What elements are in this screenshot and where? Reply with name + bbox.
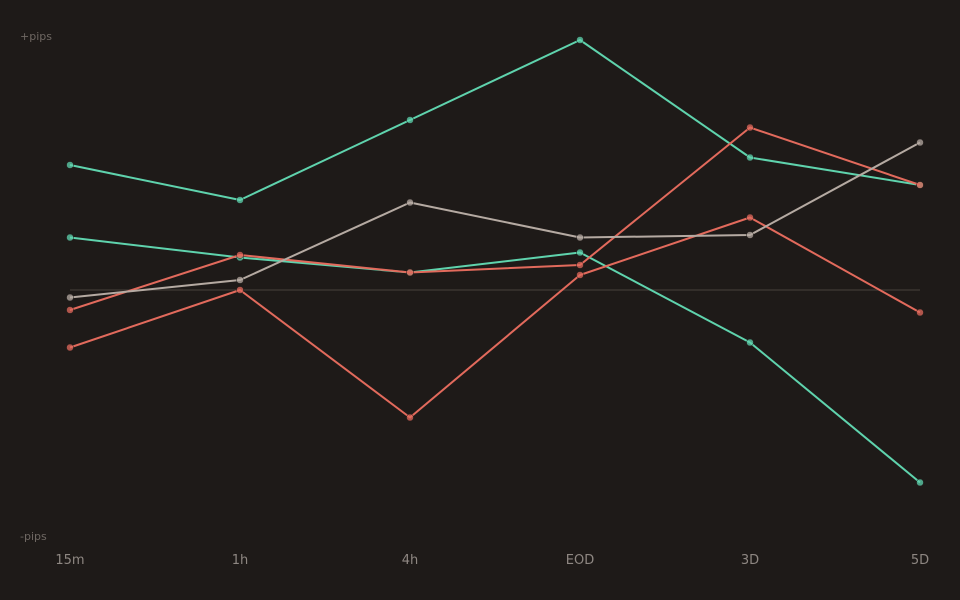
data-point[interactable]: [746, 123, 754, 132]
data-point[interactable]: [406, 413, 414, 422]
x-tick-label: 1h: [232, 553, 249, 568]
data-point[interactable]: [66, 233, 74, 242]
data-point[interactable]: [746, 153, 754, 162]
data-point[interactable]: [576, 271, 584, 279]
data-point[interactable]: [746, 213, 754, 222]
x-tick-label: 4h: [402, 553, 419, 568]
data-point[interactable]: [576, 248, 584, 257]
y-axis-bottom-label: -pips: [20, 530, 47, 543]
data-point[interactable]: [406, 116, 414, 124]
data-point[interactable]: [66, 343, 74, 352]
data-point[interactable]: [236, 286, 244, 294]
series-line: [69, 141, 921, 299]
series-3: [66, 123, 924, 314]
data-point[interactable]: [746, 231, 754, 239]
data-point[interactable]: [406, 268, 414, 277]
x-tick-label: 5D: [911, 553, 929, 568]
series-1: [66, 36, 924, 204]
series-line: [69, 39, 921, 201]
x-tick-label: 3D: [741, 553, 759, 568]
data-point[interactable]: [576, 36, 584, 44]
series-4: [66, 213, 924, 422]
data-point[interactable]: [236, 276, 244, 284]
data-point[interactable]: [746, 338, 754, 347]
series-line: [69, 236, 921, 484]
series-2: [66, 233, 924, 487]
data-point[interactable]: [236, 251, 244, 259]
x-tick-label: 15m: [55, 553, 84, 568]
data-point[interactable]: [576, 233, 584, 242]
data-point[interactable]: [66, 293, 74, 302]
data-point[interactable]: [916, 478, 924, 487]
data-point[interactable]: [406, 198, 414, 207]
data-point[interactable]: [576, 261, 584, 269]
series-line: [69, 216, 921, 419]
data-point[interactable]: [66, 161, 74, 169]
data-point[interactable]: [66, 306, 74, 314]
y-axis-top-label: +pips: [20, 30, 52, 43]
series-line: [69, 126, 921, 311]
data-point[interactable]: [916, 138, 924, 147]
data-point[interactable]: [916, 308, 924, 317]
series-5: [66, 138, 924, 302]
data-point[interactable]: [916, 181, 924, 189]
data-point[interactable]: [236, 196, 244, 204]
x-tick-label: EOD: [566, 553, 594, 568]
